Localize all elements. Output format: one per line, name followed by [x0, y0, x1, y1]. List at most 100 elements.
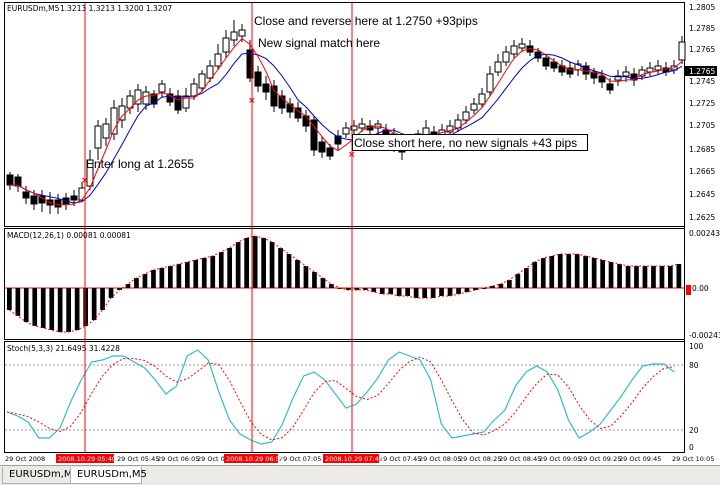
candle-body — [182, 95, 190, 109]
stoch-tick: 20 — [689, 426, 699, 435]
macd-bar — [498, 284, 504, 288]
candle-body — [446, 125, 454, 133]
macd-bar — [422, 288, 427, 298]
buy-marker: × — [81, 176, 89, 186]
candle-body — [262, 83, 270, 93]
macd-bar — [379, 288, 385, 294]
macd-bar — [235, 242, 241, 288]
candle-body — [278, 95, 286, 109]
price-tick: 1.2665 — [689, 167, 715, 176]
candle-body — [678, 41, 686, 61]
macd-label: MACD(12,26,1) 0.00081 0.00081 — [7, 231, 131, 240]
macd-bar — [439, 288, 444, 296]
time-label: 29 Oct 09:25 — [579, 455, 621, 463]
macd-bar — [312, 272, 317, 288]
candle-body — [150, 93, 158, 105]
macd-bar — [252, 236, 258, 288]
price-tick: 1.2625 — [689, 213, 715, 222]
candle-body — [166, 93, 174, 103]
macd-tick: 0.00 — [692, 284, 709, 293]
candle-body — [646, 67, 654, 73]
macd-bar — [108, 288, 114, 298]
macd-bar — [456, 288, 461, 294]
macd-bar — [388, 288, 394, 294]
signal-lines — [84, 3, 353, 453]
candle-body — [598, 75, 606, 83]
macd-bar — [7, 288, 12, 310]
macd-bar — [100, 288, 105, 310]
candle-body — [518, 43, 526, 49]
stoch-tick: 80 — [689, 361, 699, 370]
macd-bar — [15, 288, 21, 316]
macd-bar — [362, 288, 368, 290]
ma-red-line — [9, 37, 683, 206]
macd-bar — [371, 288, 377, 292]
macd-bar — [600, 260, 605, 288]
candle-body — [358, 123, 366, 129]
candle-body — [158, 83, 166, 93]
price-tick: 1.2725 — [689, 99, 715, 108]
annotation-close-reverse: Close and reverse here at 1.2750 +93pips — [254, 14, 478, 28]
time-axis: 29 Oct 2008 29 Oct 05:45 29 Oct 06:05 29… — [5, 455, 714, 463]
candle-body — [502, 51, 510, 63]
macd-bar — [532, 262, 538, 288]
macd-bar — [540, 258, 546, 288]
time-label: 29 Oct 09:45 — [619, 455, 661, 463]
candle-body — [470, 103, 478, 111]
candle-body — [638, 69, 646, 77]
macd-histogram-layer — [7, 235, 682, 333]
macd-bar — [244, 238, 249, 288]
candle-body — [254, 71, 262, 87]
candle-body — [622, 71, 630, 77]
macd-bar — [269, 242, 275, 288]
candle-body — [190, 83, 198, 97]
signal-markers: × × × — [81, 96, 356, 186]
candle-body — [78, 187, 86, 201]
macd-bar — [159, 268, 165, 288]
macd-bar — [168, 266, 173, 288]
candle-body — [462, 111, 470, 121]
time-label: 29 Oct 05:45 — [117, 455, 159, 463]
symbol-info: EURUSDm,M5 — [7, 4, 60, 13]
macd-bar — [227, 248, 232, 288]
macd-bar — [591, 258, 597, 288]
macd-bar — [566, 254, 572, 288]
candle-body — [86, 159, 94, 187]
chart-window[interactable]: 1.2805 1.2785 1.2765 1.2745 1.2725 1.270… — [0, 0, 720, 465]
stoch-main-line — [6, 349, 675, 445]
chart-tab-active[interactable]: EURUSDm,M5 — [70, 467, 147, 484]
time-label: 29 Oct 07:05 — [279, 455, 321, 463]
price-axis: 1.2805 1.2785 1.2765 1.2745 1.2725 1.270… — [689, 3, 715, 222]
macd-bar — [413, 288, 419, 298]
macd-bar — [201, 258, 207, 288]
candle-body — [302, 115, 310, 127]
candle-body — [478, 93, 486, 105]
time-highlight: 2008.10.29 06:55 — [226, 455, 284, 463]
stochastic-lines-layer — [6, 349, 675, 445]
macd-bar — [185, 262, 190, 288]
macd-bar — [659, 266, 665, 288]
candle-body — [510, 45, 518, 55]
macd-bar — [464, 288, 470, 292]
macd-bar — [651, 266, 656, 288]
annotation-close-short: Close short here, no new signals +43 pip… — [354, 136, 577, 150]
macd-bar — [574, 254, 580, 288]
candle-body — [230, 31, 238, 41]
candle-body — [614, 75, 622, 81]
chart-tab[interactable]: EURUSDm,M5 — [2, 467, 79, 484]
candle-body — [334, 135, 342, 145]
candle-body — [238, 29, 246, 37]
candle-body — [566, 67, 574, 75]
ohlc-values: 1.3213 1.3213 1.3200 1.3207 — [60, 4, 172, 13]
macd-bar — [396, 288, 402, 296]
candle-body — [214, 53, 222, 67]
time-label: 29 Oct 06:05 — [157, 455, 199, 463]
macd-bar — [57, 288, 63, 332]
macd-bar — [634, 266, 639, 288]
candle-body — [70, 195, 78, 201]
candle-body — [94, 125, 102, 149]
macd-bar — [125, 284, 131, 288]
macd-bar — [218, 252, 224, 288]
price-tick: 1.2805 — [689, 3, 715, 12]
stoch-tick: 0 — [689, 443, 694, 452]
